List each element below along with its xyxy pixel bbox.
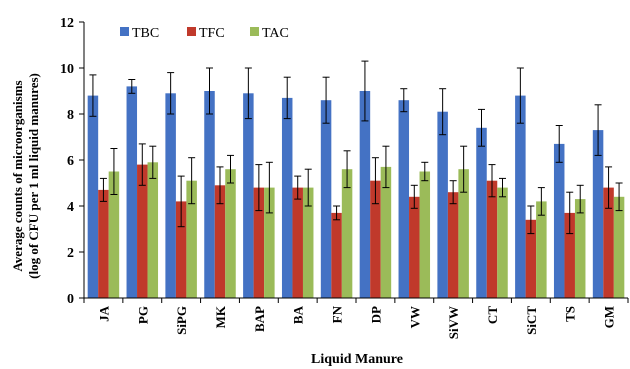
bar-tfc: [214, 185, 226, 298]
x-tick-label: BA: [291, 305, 306, 324]
bar-tac: [419, 171, 431, 298]
bar-tfc: [370, 180, 381, 298]
bar-tac: [497, 187, 508, 298]
bar-tbc: [515, 95, 526, 298]
legend-swatch-tac: [250, 27, 259, 36]
legend: TBC TFC TAC: [120, 26, 289, 41]
legend-swatch-tbc: [120, 27, 129, 36]
bar-tfc: [486, 180, 498, 298]
y-tick-label: 2: [67, 246, 74, 261]
bar-tfc: [447, 192, 459, 298]
bar-tac: [264, 187, 275, 298]
bar-tbc: [476, 127, 487, 298]
x-tick-label: SiVW: [446, 306, 461, 339]
bar-tac: [613, 196, 625, 298]
y-axis: 0 2 4 6 8 10 12: [60, 16, 85, 307]
y-tick-label: 6: [67, 154, 74, 169]
x-tick-label: MK: [213, 305, 228, 328]
x-axis: JA PG SiPG MK BAP BA FN DP VW SiVW CT SiCT TS GM: [83, 297, 629, 339]
bar-tac: [574, 199, 586, 298]
x-tick-label: SiPG: [174, 306, 189, 335]
bar-tac: [458, 169, 469, 298]
bar-tac: [302, 187, 314, 298]
y-tick-label: 10: [60, 62, 74, 77]
legend-swatch-tfc: [187, 27, 196, 36]
legend-label-tac: TAC: [262, 26, 289, 41]
bar-tfc: [175, 201, 187, 298]
bar-tbc: [398, 100, 410, 298]
legend-label-tbc: TBC: [132, 26, 159, 41]
y-axis-title-line1: Average counts of microorganisms: [10, 80, 25, 271]
bar-tbc: [165, 93, 176, 298]
x-tick-label: GM: [602, 306, 617, 328]
y-tick-label: 8: [67, 108, 74, 123]
bar-tbc: [243, 93, 254, 298]
x-tick-label: PG: [135, 306, 150, 324]
x-tick-label: CT: [485, 306, 500, 324]
bar-tbc: [592, 130, 604, 298]
y-axis-title-line2: (log of CFU per 1 ml liquid manures): [26, 73, 41, 279]
bar-tfc: [137, 164, 148, 298]
bar-tfc: [253, 187, 265, 298]
legend-label-tfc: TFC: [199, 26, 225, 41]
x-axis-title: Liquid Manure: [311, 352, 403, 367]
bar-tac: [225, 169, 236, 298]
bar-tbc: [320, 100, 332, 298]
bar-tbc: [437, 111, 448, 298]
bar-tbc: [204, 91, 215, 298]
x-tick-label: DP: [368, 306, 383, 323]
bar-tfc: [98, 189, 109, 298]
bar-tfc: [409, 196, 420, 298]
bar-tbc: [553, 143, 565, 298]
bar-tfc: [331, 212, 342, 298]
x-tick-label: BAP: [252, 306, 267, 332]
x-tick-label: SiCT: [524, 306, 539, 335]
x-tick-label: FN: [330, 305, 345, 323]
bar-tac: [380, 166, 392, 298]
bar-tfc: [525, 219, 537, 298]
plot-area: [87, 60, 625, 299]
x-tick-label: JA: [96, 305, 111, 322]
bar-tbc: [87, 95, 99, 298]
bar-tbc: [359, 91, 371, 298]
bar-tfc: [292, 187, 303, 298]
bar-tac: [536, 201, 547, 298]
bar-tbc: [126, 86, 138, 299]
bar-tac: [108, 171, 120, 298]
y-tick-label: 0: [67, 292, 74, 307]
bar-tfc: [564, 212, 575, 298]
bar-tac: [341, 169, 353, 298]
y-tick-label: 12: [60, 16, 74, 31]
x-tick-label: TS: [563, 306, 578, 322]
bar-tac: [186, 180, 197, 298]
bar-tac: [147, 162, 159, 298]
bar-tbc: [281, 97, 293, 299]
y-tick-label: 4: [67, 200, 74, 215]
x-tick-label: VW: [407, 306, 422, 328]
bar-tfc: [603, 187, 614, 298]
